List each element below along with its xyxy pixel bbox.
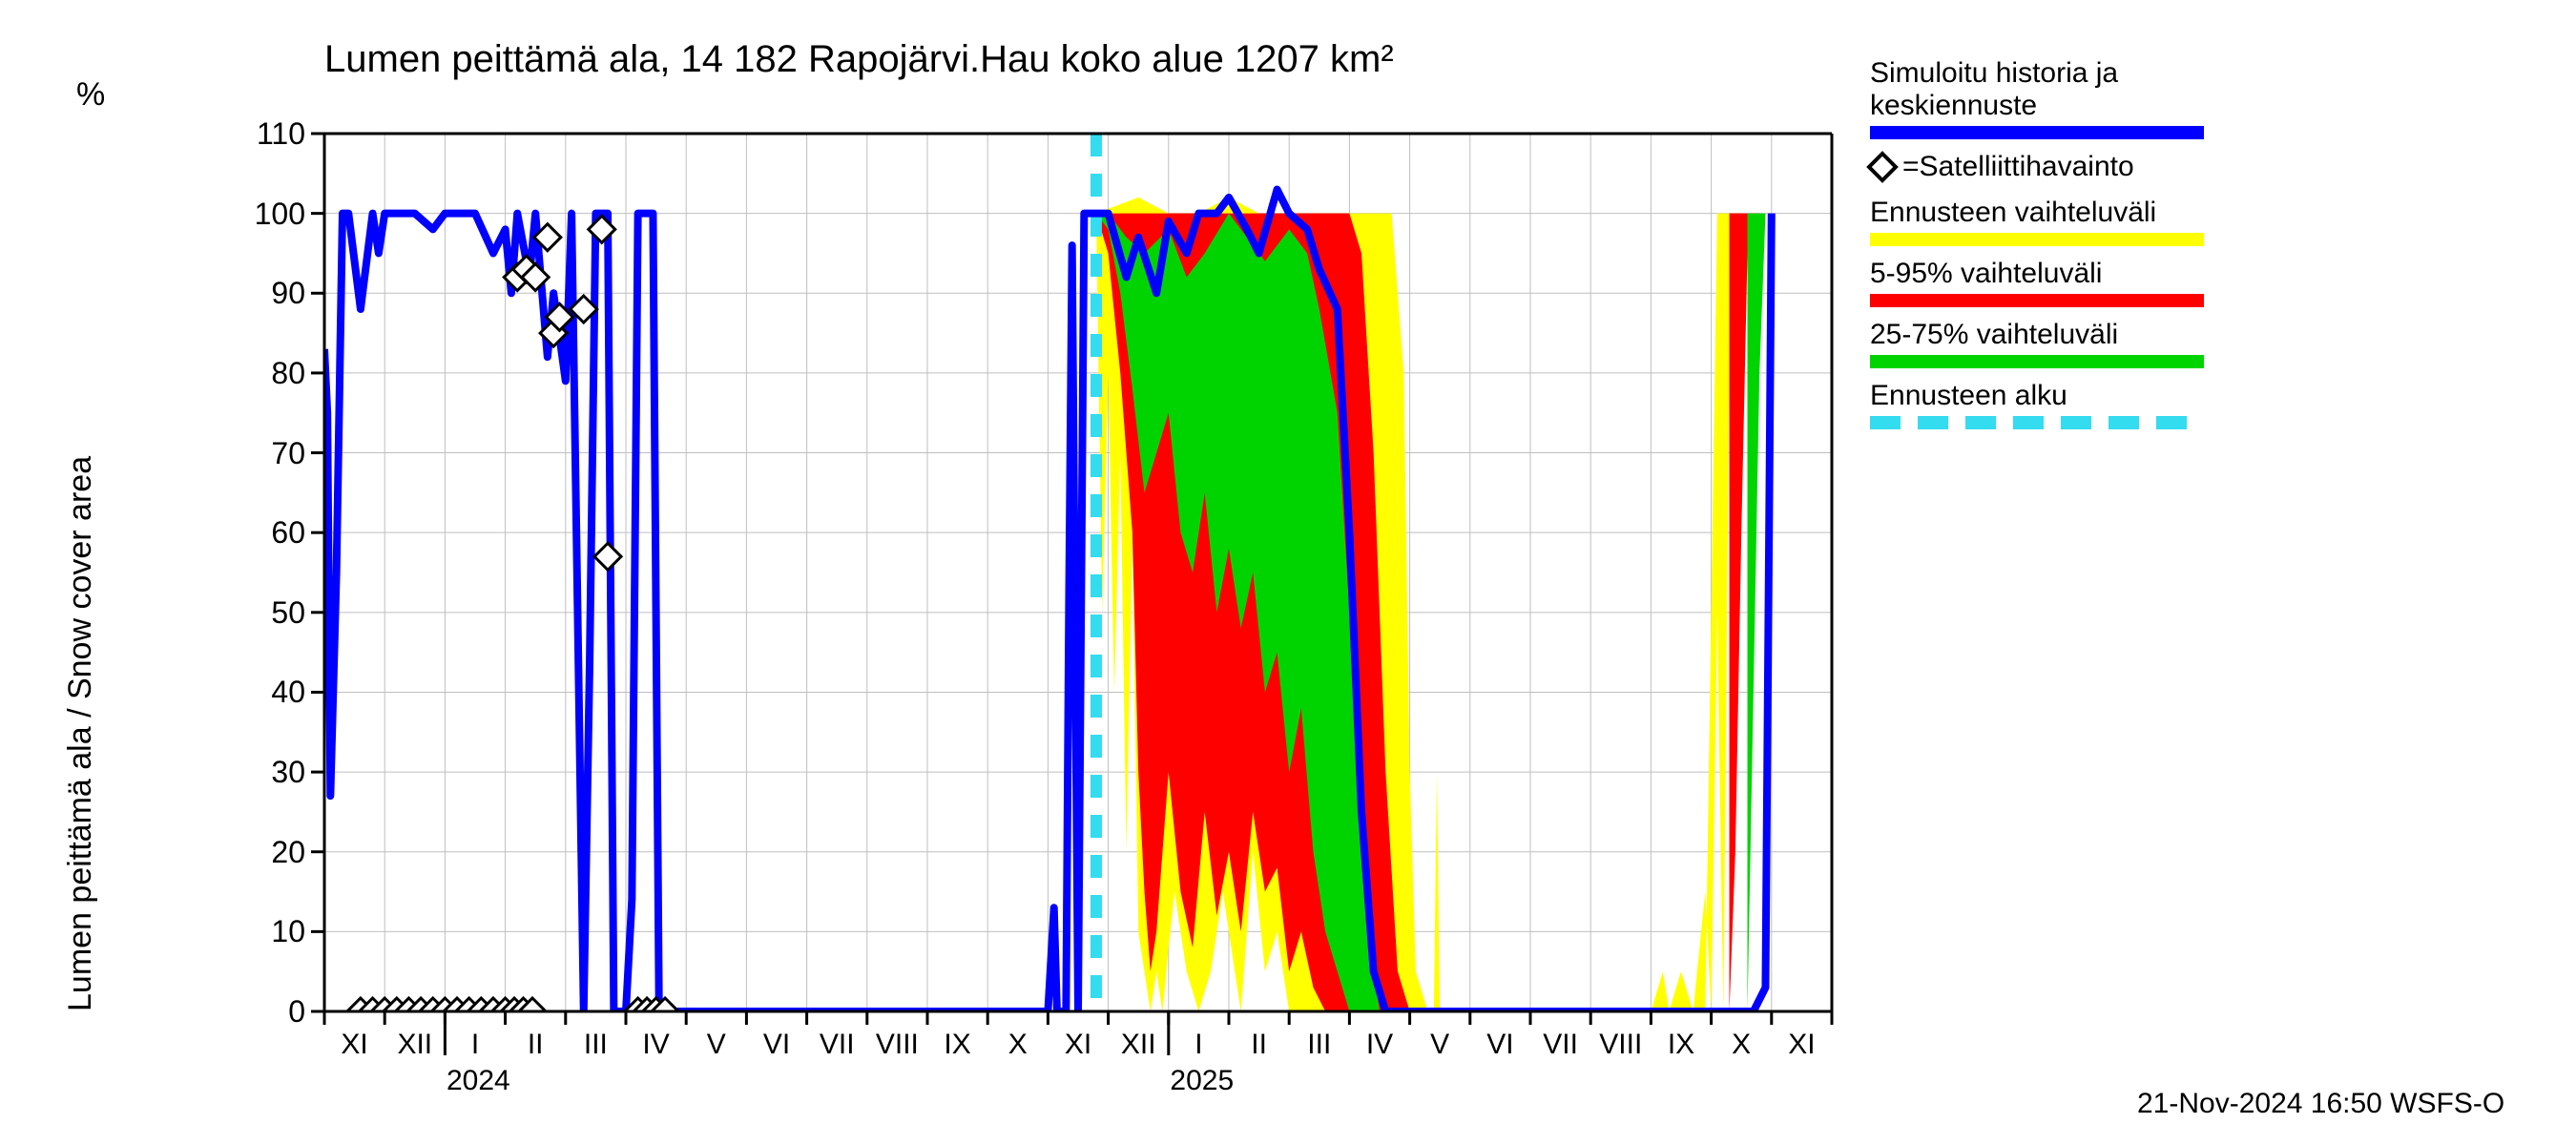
legend-swatch <box>1870 126 2204 139</box>
x-tick-month: XII <box>1114 1029 1162 1061</box>
legend-label: Simuloitu historia ja <box>1870 57 2118 90</box>
x-tick-month: VII <box>813 1029 861 1061</box>
legend-swatch-dash <box>1870 416 1901 429</box>
legend-swatch <box>1870 355 2204 368</box>
legend-label: keskiennuste <box>1870 90 2037 122</box>
legend-swatch-dash <box>2061 416 2091 429</box>
x-tick-month: I <box>1174 1029 1222 1061</box>
y-tick: 30 <box>248 755 305 790</box>
x-tick-month: X <box>994 1029 1042 1061</box>
x-tick-month: III <box>1296 1029 1343 1061</box>
legend-swatch-dash <box>2109 416 2139 429</box>
x-tick-month: IV <box>633 1029 680 1061</box>
y-tick: 80 <box>248 356 305 391</box>
legend-label: Ennusteen alku <box>1870 380 2067 412</box>
y-tick: 70 <box>248 436 305 471</box>
diamond-icon <box>1866 151 1899 183</box>
x-tick-month: XI <box>1054 1029 1102 1061</box>
x-tick-month: VIII <box>873 1029 921 1061</box>
plot-area <box>0 0 2576 1145</box>
x-tick-month: VI <box>753 1029 800 1061</box>
legend-swatch-dash <box>2013 416 2044 429</box>
legend-label: =Satelliittihavainto <box>1902 151 2134 183</box>
x-tick-month: XI <box>331 1029 379 1061</box>
year-label: 2025 <box>1170 1065 1234 1097</box>
x-tick-month: XII <box>391 1029 439 1061</box>
legend-swatch <box>1870 294 2204 307</box>
x-tick-month: X <box>1717 1029 1765 1061</box>
timestamp: 21-Nov-2024 16:50 WSFS-O <box>2137 1088 2504 1120</box>
y-tick: 110 <box>248 116 305 152</box>
y-tick: 0 <box>248 994 305 1030</box>
legend-swatch-dash <box>1918 416 1948 429</box>
legend-swatch <box>1870 233 2204 246</box>
x-tick-month: V <box>1416 1029 1464 1061</box>
x-tick-month: VI <box>1476 1029 1524 1061</box>
legend-swatch-dash <box>1965 416 1996 429</box>
x-tick-month: I <box>451 1029 499 1061</box>
y-tick: 90 <box>248 276 305 311</box>
y-tick: 40 <box>248 675 305 710</box>
x-tick-month: VIII <box>1597 1029 1645 1061</box>
chart-container: Lumen peittämä ala, 14 182 Rapojärvi.Hau… <box>0 0 2576 1145</box>
y-tick: 20 <box>248 835 305 870</box>
x-tick-month: II <box>511 1029 559 1061</box>
x-tick-month: III <box>571 1029 619 1061</box>
y-tick: 60 <box>248 515 305 551</box>
x-tick-month: XI <box>1777 1029 1825 1061</box>
legend-label: Ennusteen vaihteluväli <box>1870 197 2156 229</box>
x-tick-month: II <box>1236 1029 1283 1061</box>
y-tick: 50 <box>248 595 305 631</box>
x-tick-month: IX <box>1657 1029 1705 1061</box>
x-tick-month: VII <box>1537 1029 1585 1061</box>
x-tick-month: IX <box>934 1029 982 1061</box>
y-tick: 100 <box>248 197 305 232</box>
legend-swatch-dash <box>2156 416 2187 429</box>
x-tick-month: V <box>693 1029 740 1061</box>
year-label: 2024 <box>447 1065 510 1097</box>
x-tick-month: IV <box>1356 1029 1403 1061</box>
legend-label: 5-95% vaihteluväli <box>1870 258 2102 290</box>
legend-label: 25-75% vaihteluväli <box>1870 319 2118 351</box>
y-tick: 10 <box>248 914 305 949</box>
